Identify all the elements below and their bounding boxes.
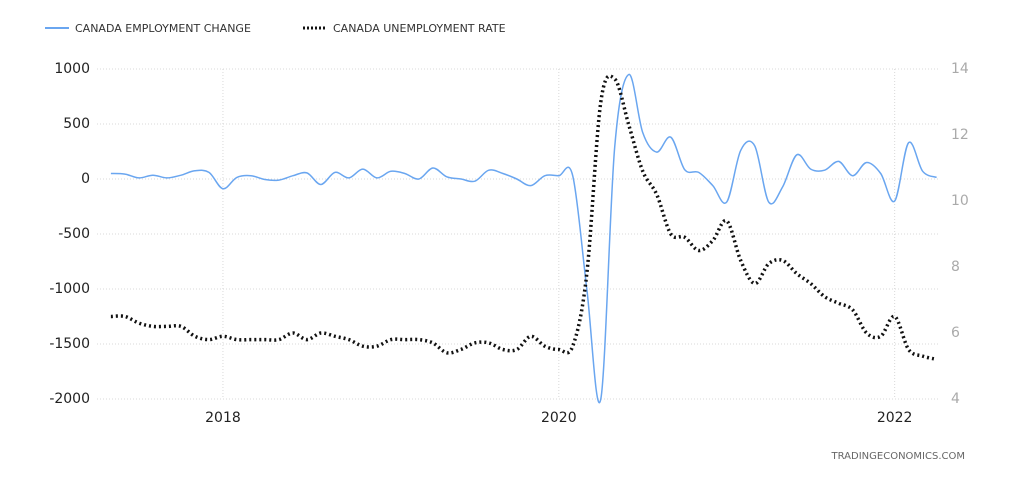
y-tick-label: -2000 [49, 391, 90, 407]
y2-tick-label: 10 [951, 193, 969, 209]
x-tick-label: 2018 [205, 410, 241, 426]
legend-label: CANADA EMPLOYMENT CHANGE [75, 22, 251, 35]
y-tick-label: -1500 [49, 336, 90, 352]
y2-tick-label: 4 [951, 391, 960, 407]
y-tick-label: 1000 [54, 61, 90, 77]
legend-label: CANADA UNEMPLOYMENT RATE [333, 22, 506, 35]
y2-tick-label: 6 [951, 325, 960, 341]
y-tick-label: -1000 [49, 281, 90, 297]
series-line [110, 74, 938, 362]
x-tick-label: 2020 [541, 410, 577, 426]
x-tick-label: 2022 [877, 410, 913, 426]
y2-tick-label: 8 [951, 259, 960, 275]
y2-tick-label: 12 [951, 127, 969, 143]
y2-tick-label: 14 [951, 61, 969, 77]
source: TRADINGECONOMICS.COM [831, 451, 965, 462]
y-tick-label: 500 [63, 116, 90, 132]
y-tick-label: 0 [81, 171, 90, 187]
y-tick-label: -500 [58, 226, 90, 242]
series-line [110, 73, 937, 404]
